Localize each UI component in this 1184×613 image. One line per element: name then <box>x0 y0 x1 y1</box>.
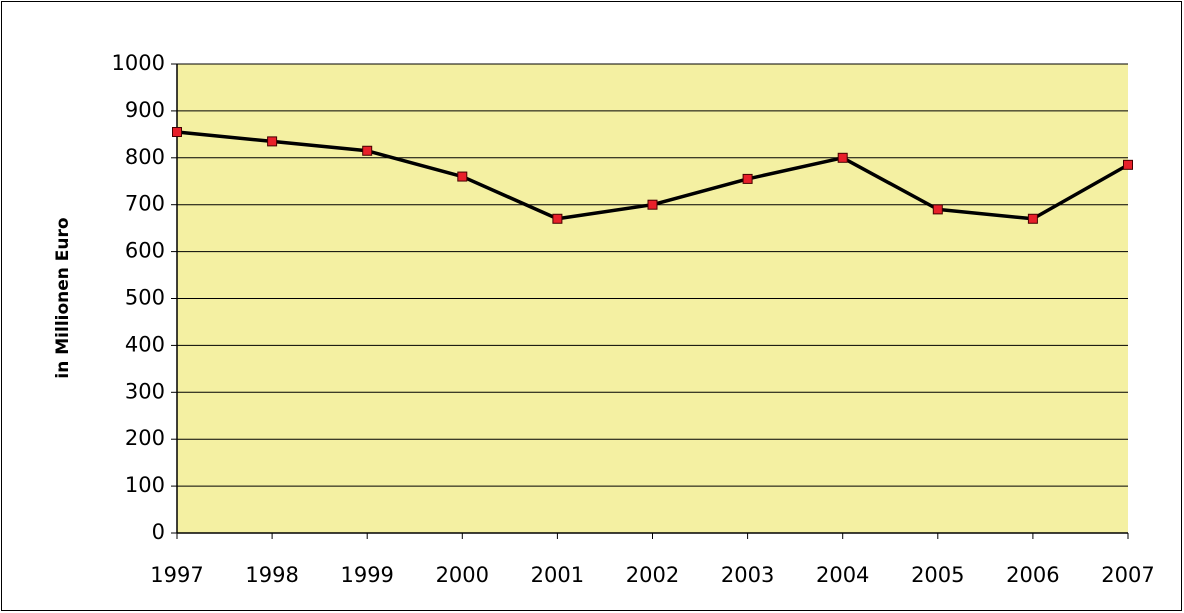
y-tick-label: 800 <box>125 145 165 169</box>
data-point <box>932 204 943 215</box>
x-tick-label: 2002 <box>626 563 679 587</box>
x-tick-label: 1999 <box>340 563 393 587</box>
x-tick-label: 2004 <box>816 563 869 587</box>
y-tick-label: 0 <box>152 520 165 544</box>
y-tick-label: 900 <box>125 98 165 122</box>
x-tick-label: 2005 <box>911 563 964 587</box>
data-point <box>172 127 182 138</box>
data-point <box>1123 159 1133 170</box>
y-tick-label: 700 <box>125 192 165 216</box>
x-tick-label: 2006 <box>1006 563 1059 587</box>
data-point <box>647 199 658 210</box>
data-point <box>837 152 848 163</box>
y-tick-label: 300 <box>125 379 165 403</box>
x-tick-label: 2007 <box>1101 563 1154 587</box>
y-tick-label: 400 <box>125 332 165 356</box>
y-tick-label: 1000 <box>112 51 165 75</box>
y-tick-label: 600 <box>125 239 165 263</box>
y-tick-label: 200 <box>125 426 165 450</box>
data-point <box>1027 213 1038 224</box>
x-tick-label: 2000 <box>436 563 489 587</box>
y-tick-label: 500 <box>125 286 165 310</box>
data-point <box>552 213 563 224</box>
y-tick-label: 100 <box>125 473 165 497</box>
data-point <box>362 145 373 156</box>
y-axis-label: in Millionen Euro <box>53 217 73 378</box>
x-tick-label: 2001 <box>531 563 584 587</box>
data-point <box>457 171 468 182</box>
data-point <box>742 173 753 184</box>
data-point <box>267 136 278 147</box>
x-tick-label: 1998 <box>245 563 298 587</box>
x-tick-label: 2003 <box>721 563 774 587</box>
x-tick-label: 1997 <box>150 563 203 587</box>
